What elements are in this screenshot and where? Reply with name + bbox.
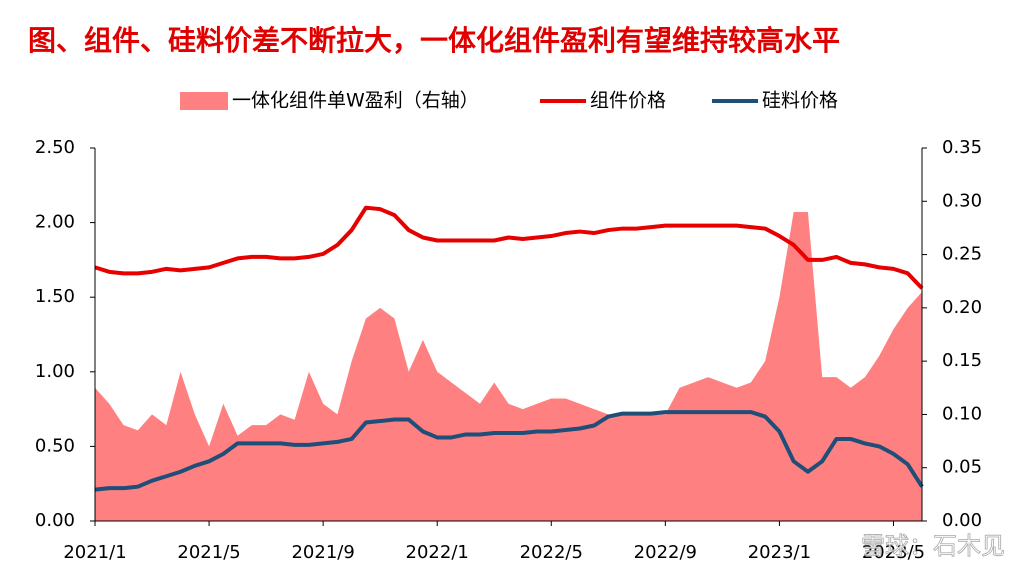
y-tick-label: 2.00	[35, 212, 75, 233]
legend-label: 硅料价格	[762, 90, 838, 112]
y-tick-label: 1.00	[35, 361, 75, 382]
legend-label: 组件价格	[590, 90, 666, 112]
y2-tick-label: 0.00	[942, 510, 982, 531]
x-tick-label: 2023/5	[862, 542, 925, 563]
y2-tick-label: 0.30	[942, 190, 982, 211]
x-tick-label: 2022/5	[520, 542, 583, 563]
x-tick-label: 2021/9	[291, 542, 354, 563]
y2-tick-label: 0.25	[942, 244, 982, 265]
y2-tick-label: 0.10	[942, 403, 982, 424]
line	[94, 410, 924, 492]
y2-tick-label: 0.35	[942, 137, 982, 158]
y2-tick-label: 0.05	[942, 457, 982, 478]
x-tick-label: 2021/1	[63, 542, 126, 563]
x-tick-label: 2021/5	[177, 542, 240, 563]
x-tick-label: 2022/9	[634, 542, 697, 563]
x-tick-label: 2022/1	[406, 542, 469, 563]
legend-label: 一体化组件单W盈利（右轴）	[232, 90, 479, 112]
y2-tick-label: 0.20	[942, 297, 982, 318]
x-tick-label: 2023/1	[748, 542, 811, 563]
watermark: 雪球：石木见	[861, 532, 1005, 560]
y2-tick-label: 0.15	[942, 350, 982, 371]
y-tick-label: 1.50	[35, 286, 75, 307]
y-tick-label: 2.50	[35, 137, 75, 158]
area	[95, 211, 922, 521]
y-tick-label: 0.50	[35, 435, 75, 456]
y-tick-label: 0.00	[35, 510, 75, 531]
chart-title: 图、组件、硅料价差不断拉大，一体化组件盈利有望维持较高水平	[28, 24, 840, 57]
legend-swatch	[180, 92, 228, 110]
line	[94, 205, 924, 290]
